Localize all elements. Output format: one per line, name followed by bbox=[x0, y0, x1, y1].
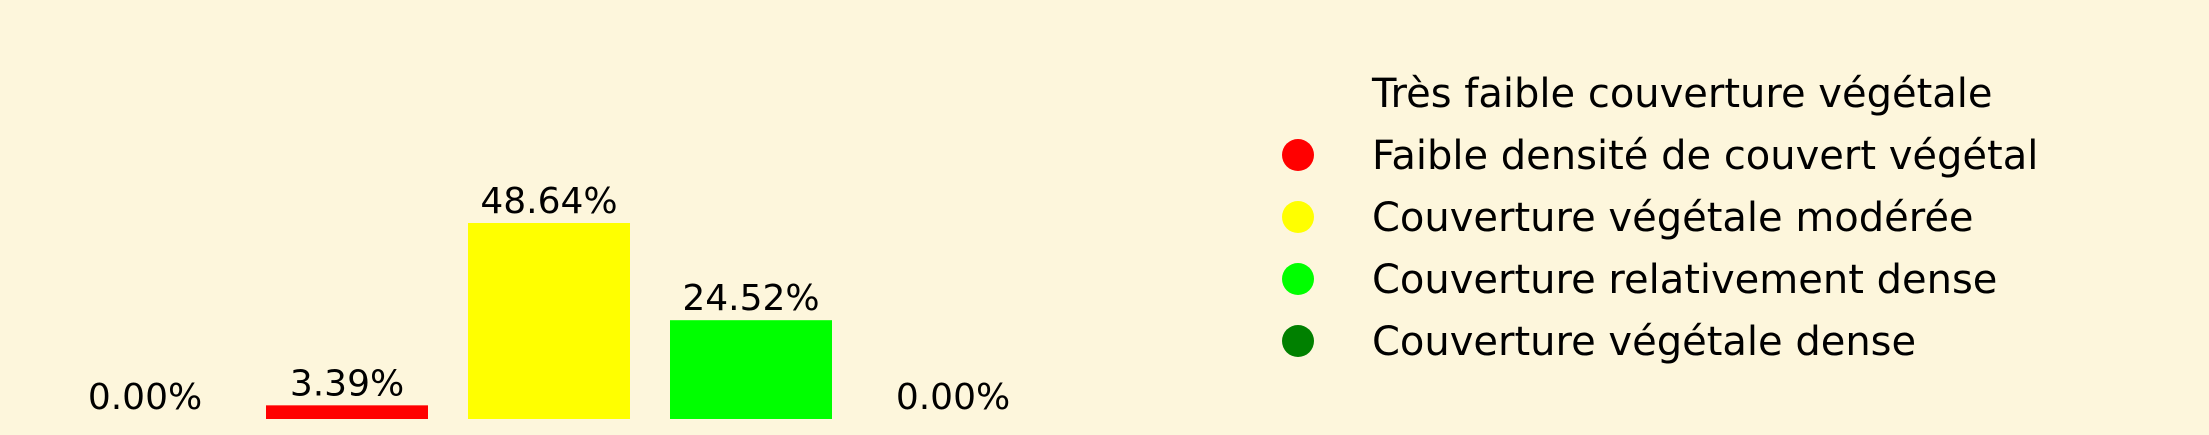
legend-label-2: Couverture végétale modérée bbox=[1372, 195, 1974, 241]
legend: Très faible couverture végétale Faible de… bbox=[1282, 71, 2038, 365]
legend-marker-1 bbox=[1282, 139, 1314, 171]
bar-value-label-4: 0.00% bbox=[896, 377, 1010, 418]
bar-value-label-1: 3.39% bbox=[290, 363, 404, 404]
bar-2 bbox=[468, 223, 630, 419]
legend-label-1: Faible densité de couvert végétal bbox=[1372, 133, 2038, 179]
legend-marker-3 bbox=[1282, 263, 1314, 295]
legend-marker-4 bbox=[1282, 325, 1314, 357]
bar-value-label-2: 48.64% bbox=[480, 181, 617, 222]
bars-group bbox=[266, 223, 832, 419]
bar-3 bbox=[670, 320, 832, 419]
bar-value-label-0: 0.00% bbox=[88, 377, 202, 418]
bar-labels-group: 0.00% 3.39% 48.64% 24.52% 0.00% bbox=[88, 181, 1010, 418]
legend-marker-2 bbox=[1282, 201, 1314, 233]
legend-label-3: Couverture relativement dense bbox=[1372, 257, 1997, 303]
legend-marker-0 bbox=[1282, 77, 1314, 109]
bar-value-label-3: 24.52% bbox=[682, 278, 819, 319]
bar-1 bbox=[266, 405, 428, 419]
legend-label-0: Très faible couverture végétale bbox=[1371, 71, 1993, 117]
legend-label-4: Couverture végétale dense bbox=[1372, 319, 1916, 365]
